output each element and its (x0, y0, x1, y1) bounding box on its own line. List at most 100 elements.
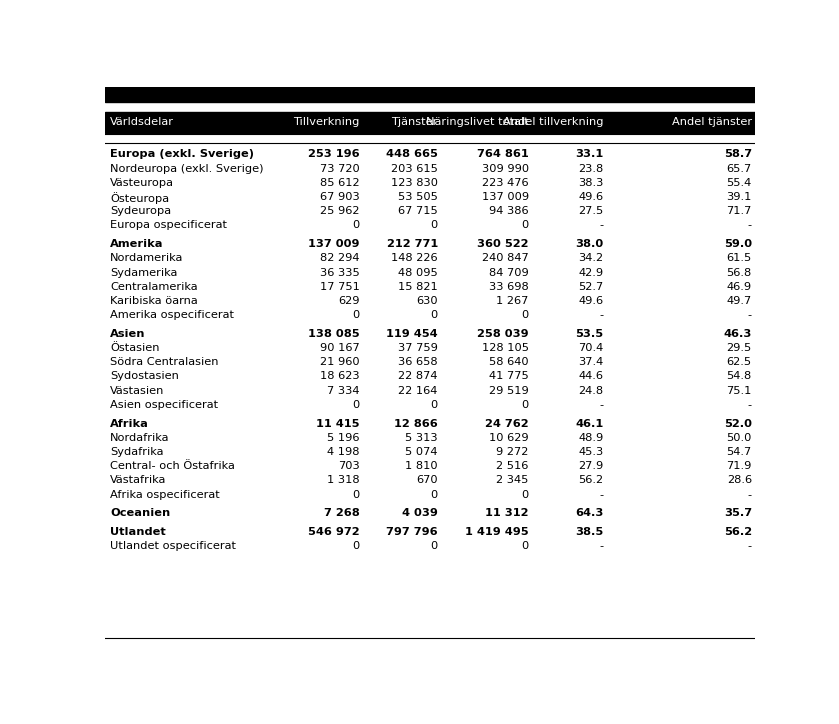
Text: 49.6: 49.6 (578, 192, 603, 202)
Text: 38.3: 38.3 (578, 178, 603, 188)
Text: 67 715: 67 715 (398, 206, 438, 216)
Text: Europa ospecificerat: Europa ospecificerat (110, 220, 227, 230)
Text: 203 615: 203 615 (391, 164, 438, 174)
Text: 5 196: 5 196 (327, 433, 360, 443)
Text: 27.5: 27.5 (578, 206, 603, 216)
Text: 53 505: 53 505 (398, 192, 438, 202)
Text: 41 775: 41 775 (489, 371, 529, 382)
Text: 0: 0 (352, 542, 360, 551)
Text: 0: 0 (430, 310, 438, 320)
Text: 22 874: 22 874 (399, 371, 438, 382)
Text: -: - (748, 400, 752, 410)
Text: 1 419 495: 1 419 495 (465, 527, 529, 537)
Text: 38.0: 38.0 (576, 239, 603, 249)
Text: 29 519: 29 519 (489, 386, 529, 396)
Text: Afrika ospecificerat: Afrika ospecificerat (110, 489, 220, 500)
Text: 54.8: 54.8 (727, 371, 752, 382)
Text: 137 009: 137 009 (482, 192, 529, 202)
Text: 85 612: 85 612 (320, 178, 360, 188)
Text: Afrika: Afrika (110, 418, 149, 429)
Text: 23.8: 23.8 (578, 164, 603, 174)
Text: 7 334: 7 334 (327, 386, 360, 396)
Text: Asien: Asien (110, 329, 146, 339)
Text: 138 085: 138 085 (308, 329, 360, 339)
Text: Sydostasien: Sydostasien (110, 371, 179, 382)
Text: 11 415: 11 415 (316, 418, 360, 429)
Text: Sydeuropa: Sydeuropa (110, 206, 171, 216)
Text: 29.5: 29.5 (727, 343, 752, 353)
Text: Världsdelar: Världsdelar (110, 117, 174, 127)
Text: Asien ospecificerat: Asien ospecificerat (110, 400, 218, 410)
Text: 48 095: 48 095 (398, 267, 438, 277)
Text: 37.4: 37.4 (578, 357, 603, 367)
Text: 137 009: 137 009 (308, 239, 360, 249)
Text: Sydafrika: Sydafrika (110, 447, 164, 457)
Text: Nordeuropa (exkl. Sverige): Nordeuropa (exkl. Sverige) (110, 164, 263, 174)
Text: 1 318: 1 318 (327, 476, 360, 486)
Text: 56.2: 56.2 (724, 527, 752, 537)
Text: 240 847: 240 847 (482, 253, 529, 264)
Text: 630: 630 (416, 296, 438, 306)
Text: 223 476: 223 476 (482, 178, 529, 188)
Text: 53.5: 53.5 (576, 329, 603, 339)
Text: 0: 0 (352, 220, 360, 230)
Text: 25 962: 25 962 (320, 206, 360, 216)
Text: 67 903: 67 903 (320, 192, 360, 202)
Text: 84 709: 84 709 (489, 267, 529, 277)
Text: Sydamerika: Sydamerika (110, 267, 178, 277)
Text: Södra Centralasien: Södra Centralasien (110, 357, 219, 367)
Text: 670: 670 (416, 476, 438, 486)
Text: 123 830: 123 830 (391, 178, 438, 188)
Text: 65.7: 65.7 (727, 164, 752, 174)
Text: Oceanien: Oceanien (110, 508, 170, 518)
Text: 360 522: 360 522 (477, 239, 529, 249)
Text: 629: 629 (338, 296, 360, 306)
Text: 119 454: 119 454 (386, 329, 438, 339)
Text: 46.1: 46.1 (576, 418, 603, 429)
Text: Centralamerika: Centralamerika (110, 282, 198, 292)
Text: -: - (748, 489, 752, 500)
Text: -: - (748, 310, 752, 320)
Text: -: - (600, 220, 603, 230)
Text: 24 762: 24 762 (485, 418, 529, 429)
Text: 49.7: 49.7 (727, 296, 752, 306)
Text: 64.3: 64.3 (576, 508, 603, 518)
Text: 0: 0 (522, 310, 529, 320)
Text: Östeuropa: Östeuropa (110, 192, 169, 204)
Text: 37 759: 37 759 (398, 343, 438, 353)
Text: 18 623: 18 623 (320, 371, 360, 382)
Text: 46.3: 46.3 (723, 329, 752, 339)
Text: -: - (600, 489, 603, 500)
Text: 0: 0 (352, 310, 360, 320)
Text: 46.9: 46.9 (727, 282, 752, 292)
Text: 73 720: 73 720 (320, 164, 360, 174)
Text: 4 039: 4 039 (402, 508, 438, 518)
Text: 56.8: 56.8 (727, 267, 752, 277)
Text: 11 312: 11 312 (485, 508, 529, 518)
Text: 764 861: 764 861 (477, 149, 529, 159)
Text: 0: 0 (522, 400, 529, 410)
Text: 55.4: 55.4 (727, 178, 752, 188)
Text: 33 698: 33 698 (489, 282, 529, 292)
Text: 0: 0 (352, 400, 360, 410)
Text: 5 074: 5 074 (405, 447, 438, 457)
Text: 50.0: 50.0 (727, 433, 752, 443)
Text: 27.9: 27.9 (578, 461, 603, 471)
Text: 36 658: 36 658 (399, 357, 438, 367)
Text: 2 345: 2 345 (497, 476, 529, 486)
Text: Nordamerika: Nordamerika (110, 253, 184, 264)
Text: 39.1: 39.1 (727, 192, 752, 202)
Text: 90 167: 90 167 (320, 343, 360, 353)
Text: 34.2: 34.2 (578, 253, 603, 264)
Text: 7 268: 7 268 (324, 508, 360, 518)
Text: Utlandet: Utlandet (110, 527, 166, 537)
Text: 0: 0 (522, 220, 529, 230)
Text: 70.4: 70.4 (578, 343, 603, 353)
Text: 33.1: 33.1 (576, 149, 603, 159)
Text: 42.9: 42.9 (578, 267, 603, 277)
Text: Amerika ospecificerat: Amerika ospecificerat (110, 310, 234, 320)
Text: 253 196: 253 196 (308, 149, 360, 159)
Text: 4 198: 4 198 (327, 447, 360, 457)
Text: 1 810: 1 810 (405, 461, 438, 471)
Text: 148 226: 148 226 (391, 253, 438, 264)
